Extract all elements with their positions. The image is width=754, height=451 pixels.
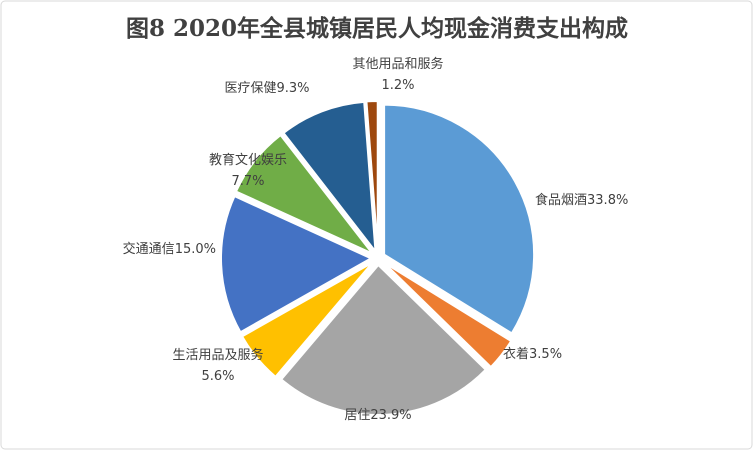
category-label: 交通通信: [123, 241, 175, 257]
data-label: 居住23.9%: [344, 408, 411, 423]
value-label: 1.2%: [381, 78, 414, 93]
data-label: 生活用品及服务 5.6%: [172, 347, 263, 384]
value-label: 7.7%: [231, 174, 264, 189]
value-label: 9.3%: [276, 81, 309, 96]
data-label: 医疗保健9.3%: [224, 81, 309, 96]
value-label: 23.9%: [370, 408, 411, 423]
data-label: 教育文化娱乐 7.7%: [209, 152, 287, 189]
pie-slice: [220, 194, 374, 334]
value-label: 5.6%: [201, 369, 234, 384]
value-label: 15.0%: [175, 242, 216, 257]
chart-title: 图8 2020年全县城镇居民人均现金消费支出构成: [126, 15, 628, 42]
pie-slice: [240, 261, 374, 379]
pie-slice: [382, 261, 513, 369]
category-label: 医疗保健: [224, 81, 276, 96]
data-label: 其他用品和服务 1.2%: [352, 56, 443, 93]
category-label: 教育文化娱乐: [209, 152, 287, 168]
pie-slice: [234, 133, 374, 255]
pie-slice: [282, 100, 377, 255]
category-label: 食品烟酒: [535, 192, 587, 208]
pie-slice: [365, 100, 379, 252]
data-label: 交通通信15.0%: [123, 241, 216, 257]
value-label: 33.8%: [587, 193, 628, 208]
category-label: 居住: [344, 408, 370, 423]
category-label: 其他用品和服务: [352, 56, 443, 72]
data-label: 衣着3.5%: [503, 346, 562, 362]
pie-slice: [383, 103, 536, 335]
data-label: 食品烟酒33.8%: [535, 192, 628, 208]
category-label: 衣着: [503, 346, 529, 362]
pie-slice: [279, 263, 488, 416]
value-label: 3.5%: [529, 347, 562, 362]
category-label: 生活用品及服务: [172, 347, 263, 363]
